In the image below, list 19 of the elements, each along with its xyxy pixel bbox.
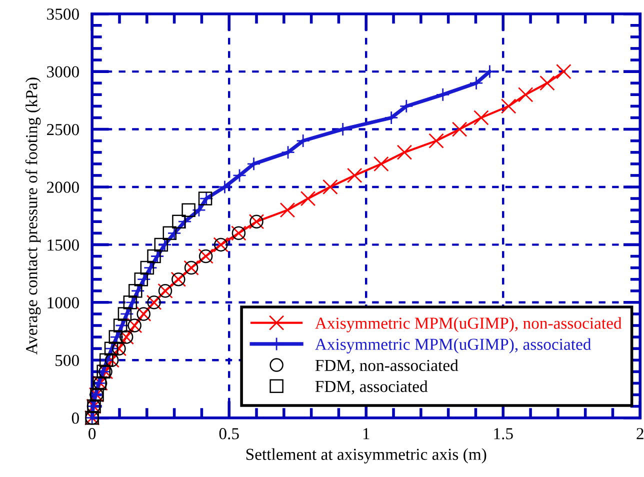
y-tick-label: 1000 (48, 297, 79, 308)
y-tick-label: 0 (72, 412, 79, 424)
y-tick-label: 3000 (47, 66, 79, 78)
x-tick-label: 2 (636, 428, 644, 440)
x-tick-label: 0 (88, 428, 96, 440)
y-tick-label: 2500 (46, 124, 79, 136)
x-axis-title: Settlement at axisymmetric axis (m) (246, 448, 486, 464)
y-axis-title: Average contact pressure of footing (kPa) (25, 78, 41, 355)
y-tick-label: 3500 (47, 8, 79, 20)
legend-label: FDM, associated (315, 380, 428, 394)
y-tick-label: 2000 (46, 182, 79, 193)
x-tick-label: 1.5 (494, 428, 513, 440)
legend-label: Axisymmetric MPM(uGIMP), associated (315, 338, 592, 354)
y-tick-label: 1500 (48, 239, 79, 251)
y-tick-label: 500 (56, 354, 79, 366)
x-tick-label: 1 (363, 428, 370, 440)
legend-label: Axisymmetric MPM(uGIMP), non-associated (315, 317, 622, 332)
legend-label: FDM, non-associated (315, 359, 458, 374)
x-tick-label: 0.5 (219, 428, 239, 440)
